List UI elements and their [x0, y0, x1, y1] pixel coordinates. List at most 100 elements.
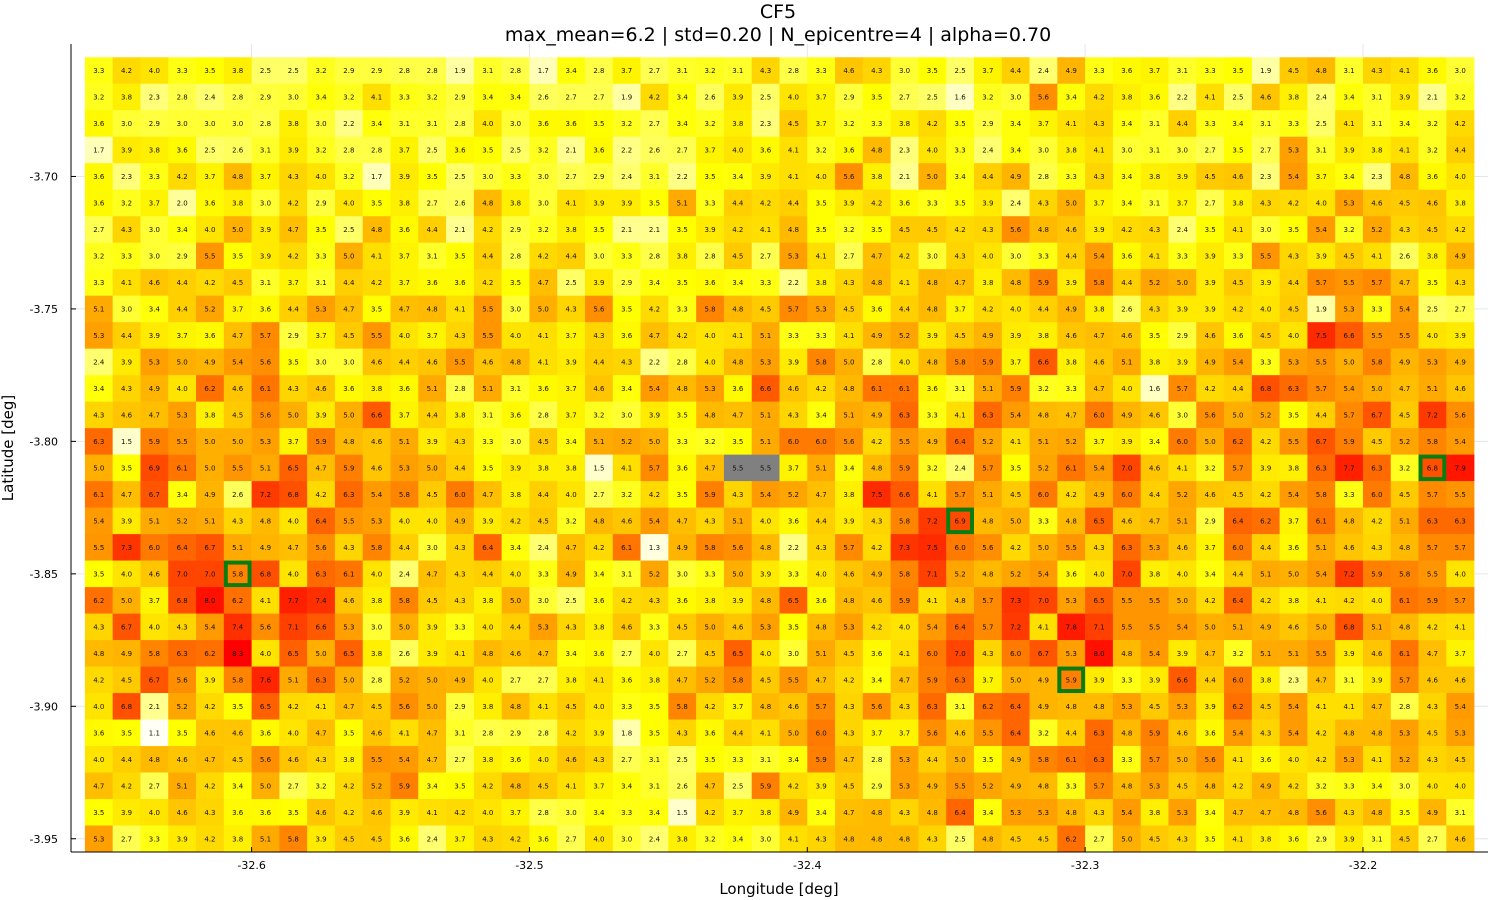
- cell-value-label: 4.3: [288, 173, 299, 181]
- heatmap-cell: [612, 295, 641, 323]
- cell-value-label: 4.7: [649, 332, 660, 340]
- heatmap-cell: [1196, 322, 1225, 349]
- cell-value-label: 3.7: [1288, 517, 1299, 525]
- cell-value-label: 4.5: [677, 623, 688, 631]
- heatmap-cell: [1279, 375, 1308, 402]
- heatmap-cell: [668, 110, 697, 138]
- cell-value-label: 7.0: [1038, 597, 1049, 605]
- heatmap-cell: [140, 401, 169, 429]
- cell-value-label: 3.9: [1010, 332, 1021, 340]
- cell-value-label: 7.3: [121, 544, 132, 552]
- cell-value-label: 3.1: [510, 385, 521, 393]
- heatmap-cell: [446, 189, 475, 217]
- heatmap-cell: [557, 295, 586, 323]
- heatmap-cell: [1307, 375, 1336, 402]
- cell-value-label: 6.1: [871, 385, 882, 393]
- cell-value-label: 5.3: [1399, 729, 1410, 737]
- cell-value-label: 4.1: [454, 650, 465, 658]
- heatmap-cell: [223, 375, 252, 402]
- cell-value-label: 3.7: [982, 676, 993, 684]
- cell-value-label: 4.0: [982, 252, 993, 260]
- heatmap-cell: [362, 110, 391, 138]
- heatmap-cell: [1085, 322, 1114, 349]
- heatmap-cell: [1140, 269, 1169, 296]
- cell-value-label: 6.8: [1344, 623, 1355, 631]
- cell-value-label: 1.6: [1149, 385, 1161, 393]
- cell-value-label: 4.0: [704, 332, 715, 340]
- cell-value-label: 5.9: [1066, 676, 1077, 684]
- cell-value-label: 3.8: [732, 120, 743, 128]
- cell-value-label: 5.3: [1121, 703, 1132, 711]
- cell-value-label: 3.4: [232, 782, 244, 790]
- heatmap-cell: [473, 110, 502, 138]
- heatmap-cell: [307, 348, 336, 376]
- cell-value-label: 3.8: [704, 597, 715, 605]
- cell-value-label: 2.4: [955, 464, 967, 472]
- heatmap-cell: [1029, 375, 1058, 402]
- cell-value-label: 3.2: [343, 93, 354, 101]
- cell-value-label: 4.4: [1288, 279, 1300, 287]
- chart-subtitle: max_mean=6.2 | std=0.20 | N_epicentre=4 …: [505, 24, 1051, 46]
- heatmap-cell: [1418, 401, 1447, 429]
- cell-value-label: 5.1: [1427, 385, 1438, 393]
- cell-value-label: 4.8: [732, 305, 743, 313]
- heatmap-cell: [84, 136, 113, 164]
- heatmap-cell: [1140, 83, 1169, 111]
- cell-value-label: 3.8: [343, 756, 354, 764]
- cell-value-label: 4.6: [1093, 358, 1105, 366]
- cell-value-label: 3.9: [1205, 279, 1216, 287]
- cell-value-label: 5.8: [1427, 438, 1438, 446]
- cell-value-label: 4.9: [204, 358, 215, 366]
- cell-value-label: 2.8: [482, 729, 493, 737]
- cell-value-label: 2.7: [566, 835, 577, 843]
- cell-value-label: 2.3: [149, 93, 160, 101]
- heatmap-cell: [446, 163, 475, 191]
- cell-value-label: 4.3: [1149, 305, 1160, 313]
- cell-value-label: 5.3: [899, 756, 910, 764]
- cell-value-label: 5.6: [732, 544, 744, 552]
- cell-value-label: 5.6: [177, 676, 189, 684]
- heatmap-cell: [1418, 375, 1447, 402]
- heatmap-cell: [1140, 216, 1169, 243]
- cell-value-label: 4.5: [1455, 756, 1466, 764]
- heatmap-cell: [473, 189, 502, 217]
- cell-value-label: 4.0: [1177, 570, 1188, 578]
- cell-value-label: 5.7: [1344, 411, 1355, 419]
- cell-value-label: 4.8: [955, 597, 966, 605]
- cell-value-label: 3.9: [566, 358, 577, 366]
- cell-value-label: 4.0: [343, 199, 354, 207]
- heatmap-cell: [112, 189, 141, 217]
- cell-value-label: 4.0: [899, 358, 910, 366]
- cell-value-label: 3.4: [566, 650, 578, 658]
- heatmap-cell: [223, 163, 252, 191]
- cell-value-label: 4.8: [760, 544, 771, 552]
- cell-value-label: 4.7: [121, 491, 132, 499]
- cell-value-label: 4.8: [593, 517, 604, 525]
- cell-value-label: 5.0: [1038, 544, 1049, 552]
- cell-value-label: 3.4: [566, 67, 578, 75]
- heatmap-cell: [1168, 136, 1197, 164]
- cell-value-label: 1.5: [677, 809, 688, 817]
- heatmap-cell: [1085, 216, 1114, 243]
- cell-value-label: 5.8: [1316, 491, 1327, 499]
- cell-value-label: 6.3: [1093, 729, 1104, 737]
- heatmap-cell: [1001, 375, 1030, 402]
- heatmap-cell: [612, 57, 641, 85]
- heatmap-cell: [890, 136, 919, 164]
- cell-value-label: 3.5: [649, 703, 660, 711]
- heatmap-cell: [918, 322, 947, 349]
- cell-value-label: 3.5: [510, 279, 521, 287]
- cell-value-label: 2.7: [93, 226, 104, 234]
- heatmap-cell: [1390, 216, 1419, 243]
- cell-value-label: 2.9: [843, 93, 854, 101]
- cell-value-label: 3.9: [149, 332, 160, 340]
- cell-value-label: 2.9: [621, 279, 632, 287]
- cell-value-label: 3.0: [1010, 93, 1021, 101]
- heatmap-cell: [112, 401, 141, 429]
- heatmap-cell: [279, 189, 308, 217]
- cell-value-label: 5.4: [1288, 173, 1300, 181]
- cell-value-label: 6.0: [1232, 676, 1243, 684]
- heatmap-cell: [918, 216, 947, 243]
- cell-value-label: 5.6: [399, 703, 411, 711]
- cell-value-label: 3.7: [232, 305, 243, 313]
